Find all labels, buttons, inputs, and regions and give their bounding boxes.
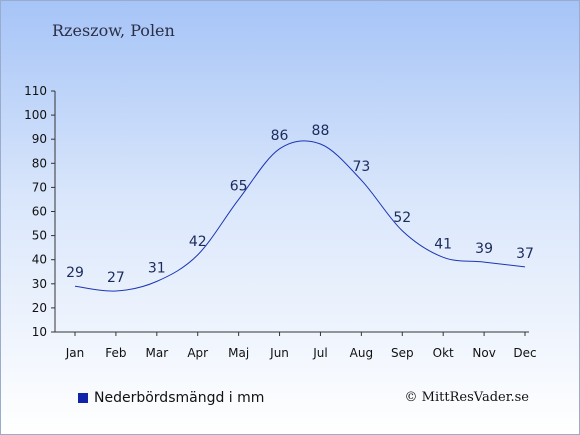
- x-tick-label: Mar: [145, 346, 168, 360]
- data-label: 42: [189, 234, 207, 250]
- y-axis-ticks: 10 20 30 40 50 60 70 80 90 100 110: [24, 84, 55, 339]
- x-tick-label: Feb: [105, 346, 126, 360]
- x-tick-label: Jan: [65, 346, 85, 360]
- x-tick-label: Nov: [472, 346, 495, 360]
- copyright-text: © MittResVader.se: [404, 390, 529, 405]
- legend-label: Nederbördsmängd i mm: [94, 390, 265, 406]
- data-label: 27: [107, 270, 125, 286]
- x-tick-label: Sep: [391, 346, 414, 360]
- y-tick-label: 110: [24, 84, 47, 98]
- y-tick-label: 10: [32, 325, 47, 339]
- legend: Nederbördsmängd i mm: [78, 390, 264, 406]
- x-axis-ticks: Jan Feb Mar Apr Maj Jun Jul Aug Sep Okt Nov Dec: [65, 332, 537, 360]
- y-tick-label: 30: [32, 277, 47, 291]
- location-title: Rzeszow, Polen: [52, 21, 175, 40]
- y-tick-label: 100: [24, 108, 47, 122]
- data-labels: 29 27 31 42 65 86 88 73 52 41 39 37: [66, 123, 534, 286]
- y-tick-label: 80: [32, 156, 47, 170]
- data-label: 86: [271, 128, 289, 144]
- x-tick-label: Maj: [228, 346, 249, 360]
- y-tick-label: 20: [32, 301, 47, 315]
- data-label: 65: [230, 178, 248, 194]
- precipitation-line: [74, 140, 526, 292]
- y-tick-label: 60: [32, 205, 47, 219]
- data-label: 73: [352, 159, 370, 175]
- y-tick-label: 70: [32, 180, 47, 194]
- y-tick-label: 50: [32, 229, 47, 243]
- y-tick-label: 90: [32, 132, 47, 146]
- y-tick-label: 40: [32, 253, 47, 267]
- x-tick-label: Aug: [350, 346, 373, 360]
- data-label: 37: [516, 246, 534, 262]
- data-label: 52: [393, 210, 411, 226]
- x-tick-label: Jun: [269, 346, 289, 360]
- data-label: 31: [148, 260, 166, 276]
- x-tick-label: Jul: [312, 346, 327, 360]
- data-label: 39: [475, 241, 493, 257]
- data-label: 88: [312, 123, 330, 139]
- x-tick-label: Apr: [187, 346, 208, 360]
- legend-swatch: [78, 393, 88, 403]
- x-tick-label: Okt: [433, 346, 454, 360]
- data-label: 29: [66, 265, 84, 281]
- data-label: 41: [434, 236, 452, 252]
- x-tick-label: Dec: [513, 346, 536, 360]
